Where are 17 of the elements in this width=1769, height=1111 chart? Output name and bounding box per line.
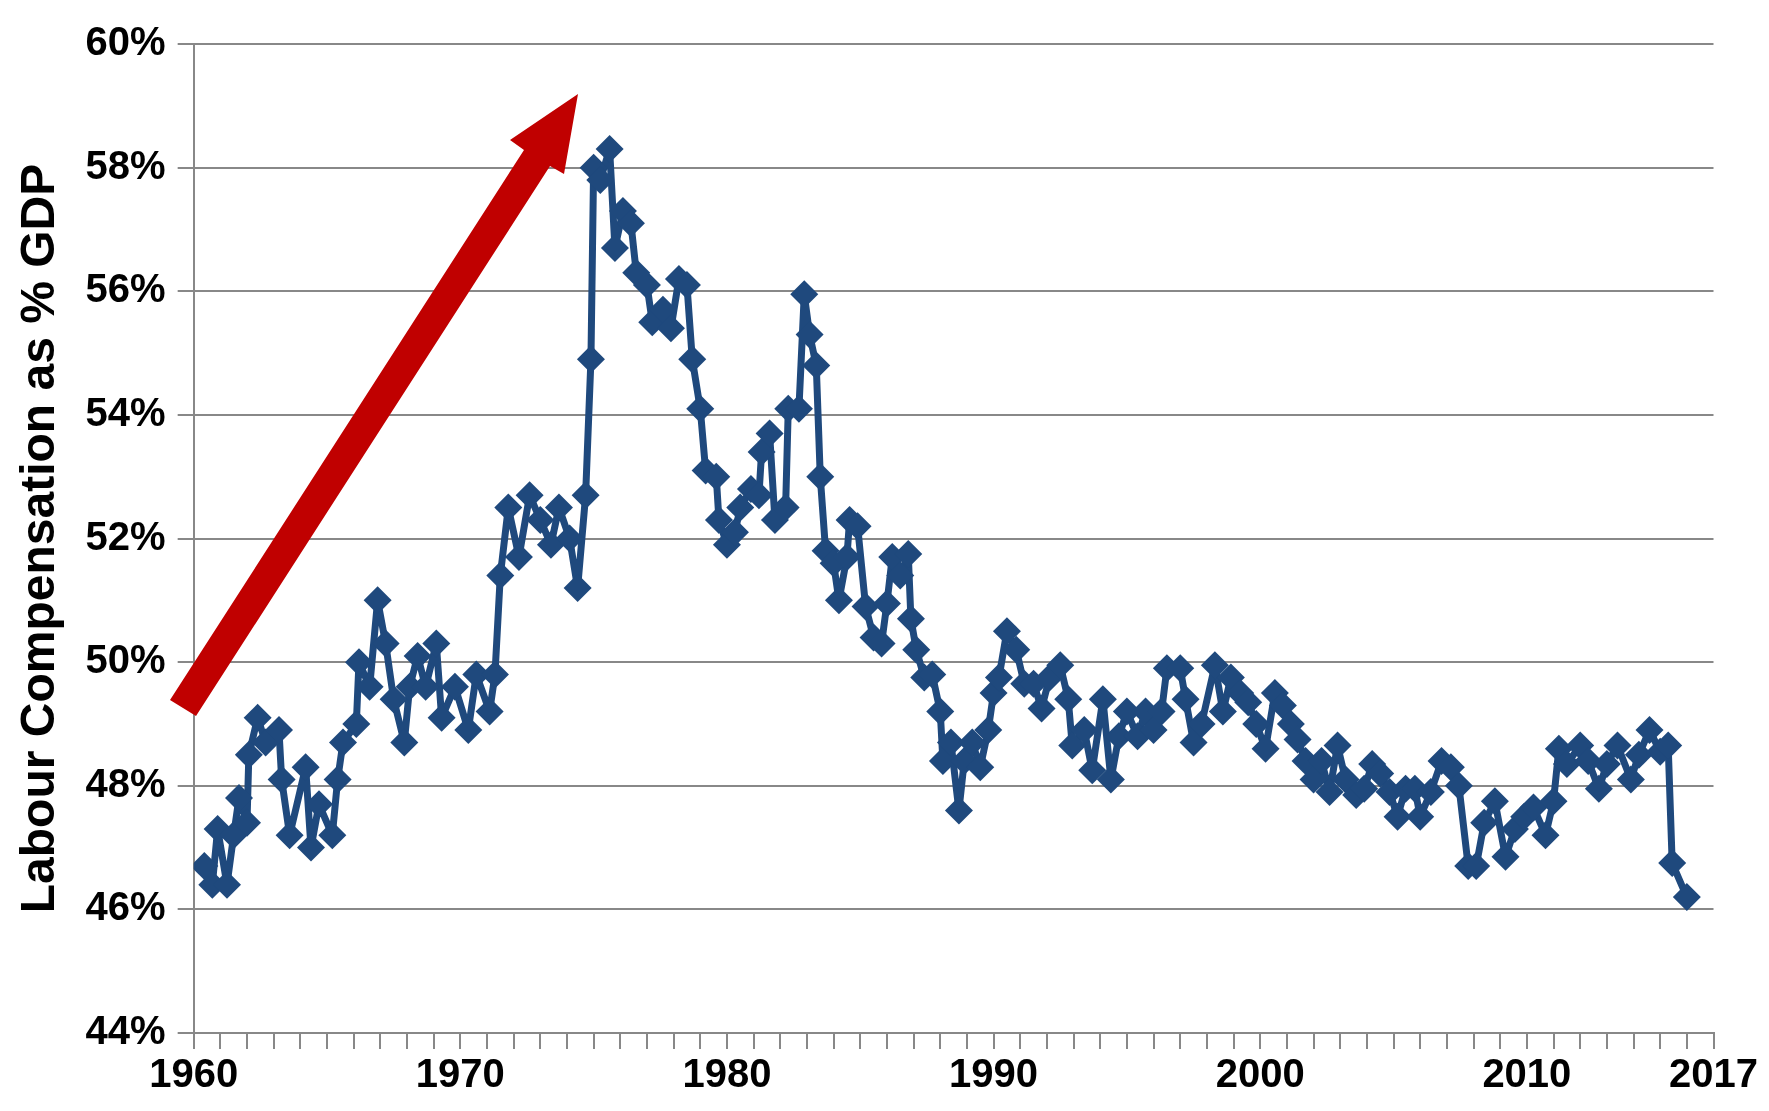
y-tick-label: 58% [85,142,166,187]
x-tick-label: 2010 [1482,1051,1572,1096]
x-tick-label: 1980 [682,1051,772,1096]
x-tick-label: 1970 [415,1051,505,1096]
y-tick-label: 44% [85,1008,166,1053]
y-tick-label: 52% [85,513,166,558]
x-tick-label: 2000 [1215,1051,1305,1096]
y-tick-label: 50% [85,637,166,682]
y-tick-label: 54% [85,389,166,434]
y-tick-label: 46% [85,884,166,929]
y-tick-label: 60% [85,19,166,64]
y-tick-label: 48% [85,760,166,805]
x-tick-label: 1990 [949,1051,1039,1096]
x-tick-label: 2017 [1669,1051,1758,1096]
x-tick-label: 1960 [149,1051,239,1096]
y-tick-label: 56% [85,266,166,311]
y-axis-title: Labour Compensation as % GDP [11,163,65,914]
